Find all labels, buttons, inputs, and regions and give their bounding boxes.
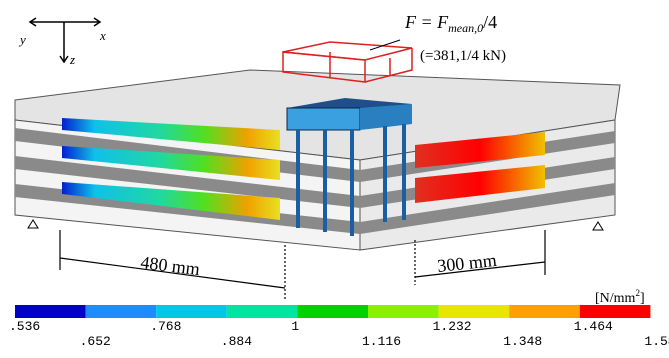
- colorbar-segment: [368, 305, 439, 318]
- dimension-right: 300 mm: [436, 250, 497, 276]
- colorbar: .536 .652 .768 .884 1 1.116 1.232 1.348 1.464 1.5…: [9, 305, 669, 349]
- force-label: F = Fmean,0/4: [404, 12, 497, 35]
- colorbar-segment: [156, 305, 227, 318]
- colorbar-label: 1.348: [503, 334, 542, 349]
- colorbar-label: 1: [291, 319, 299, 334]
- colorbar-segment: [509, 305, 580, 318]
- figure: y x z F = Fmean,0/4 (=381,1/4 kN): [0, 0, 669, 358]
- colorbar-unit: [N/mm2]: [595, 288, 645, 306]
- axis-z: z: [69, 52, 75, 67]
- colorbar-segment: [297, 305, 368, 318]
- colorbar-label: 1.232: [433, 319, 472, 334]
- colorbar-segment: [86, 305, 157, 318]
- axis-x: x: [99, 28, 106, 43]
- colorbar-segment: [15, 305, 86, 318]
- colorbar-label: 1.58: [644, 334, 669, 349]
- colorbar-segment: [580, 305, 651, 318]
- colorbar-label: 1.116: [362, 334, 401, 349]
- colorbar-label: .768: [150, 319, 181, 334]
- colorbar-label: 1.464: [574, 319, 613, 334]
- force-value: (=381,1/4 kN): [420, 48, 506, 64]
- dimension-left: 480 mm: [140, 252, 202, 279]
- colorbar-segment: [439, 305, 510, 318]
- colorbar-label: .536: [9, 319, 40, 334]
- colorbar-segment: [227, 305, 298, 318]
- colorbar-label: .884: [221, 334, 252, 349]
- colorbar-label: .652: [80, 334, 111, 349]
- axes-icon: [30, 18, 100, 62]
- load-plate: [287, 108, 360, 130]
- axis-y: y: [18, 32, 26, 47]
